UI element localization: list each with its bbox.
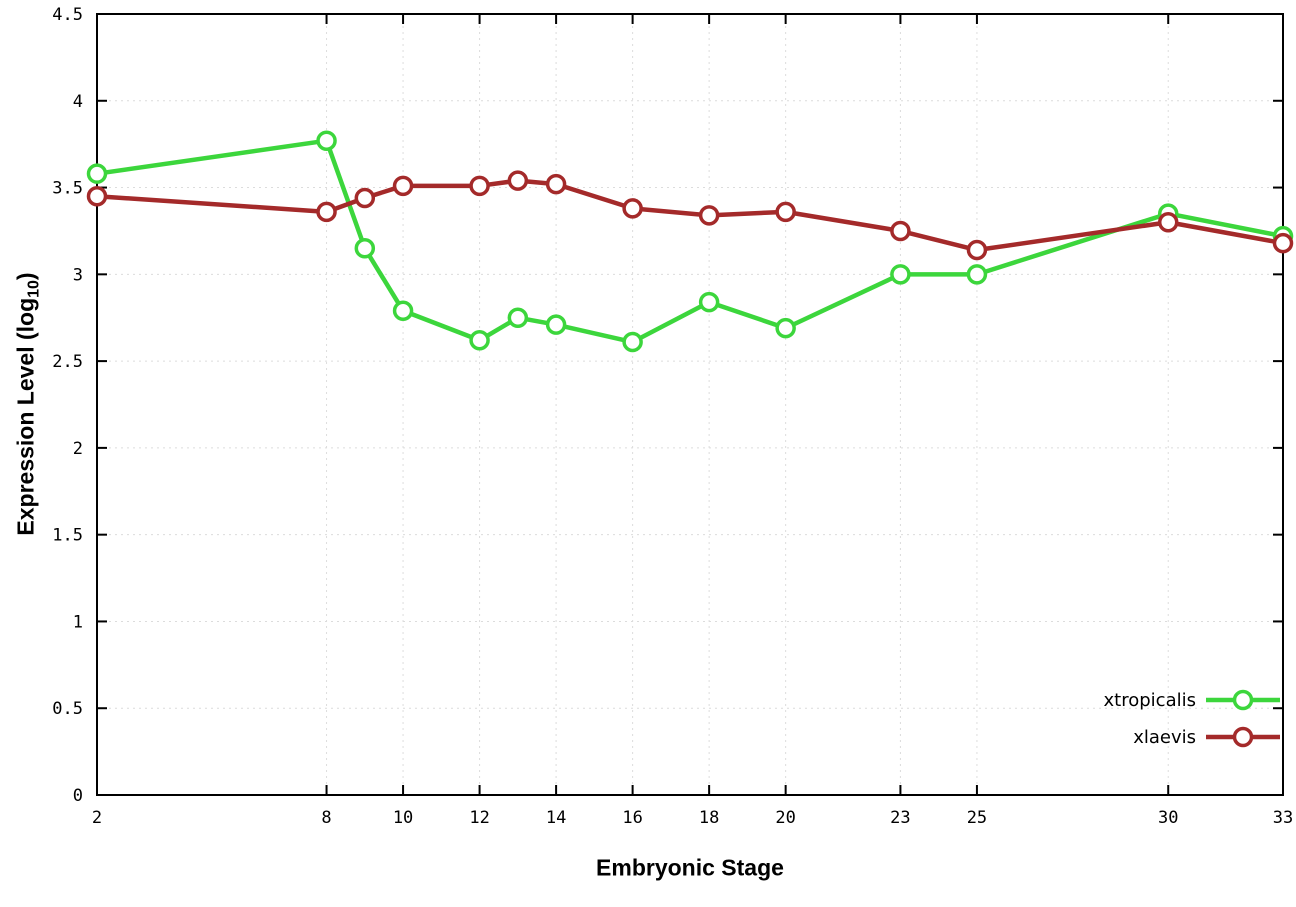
y-tick-label: 4.5 <box>52 5 83 25</box>
y-axis-label-prefix: Expression Level (log <box>12 297 39 536</box>
x-tick-label: 16 <box>622 808 642 828</box>
x-tick-label: 20 <box>775 808 795 828</box>
data-point-xlaevis <box>775 201 796 223</box>
y-tick-label: 2.5 <box>52 352 83 372</box>
y-tick-label: 1 <box>73 612 83 632</box>
series-line-xlaevis <box>94 178 1286 253</box>
x-tick-label: 2 <box>92 808 102 828</box>
legend-sample-marker-xtropicalis <box>1232 689 1254 711</box>
x-tick-label: 18 <box>699 808 719 828</box>
legend-label-xtropicalis: xtropicalis <box>1104 690 1196 711</box>
data-point-xtropicalis <box>316 130 337 151</box>
data-point-xlaevis <box>966 239 988 261</box>
y-axis-label-subscript: 10 <box>25 280 43 298</box>
y-axis-label-suffix: ) <box>12 272 39 281</box>
legend-sample-marker-xlaevis <box>1232 726 1254 748</box>
data-point-xlaevis <box>469 175 490 197</box>
data-point-xlaevis <box>545 173 567 195</box>
data-point-xlaevis <box>1272 232 1294 254</box>
data-point-xtropicalis <box>622 331 643 353</box>
x-tick-label: 14 <box>546 808 566 828</box>
data-point-xlaevis <box>86 185 108 207</box>
x-tick-label: 25 <box>967 808 987 828</box>
data-point-xlaevis <box>890 220 911 242</box>
y-axis-label: Expression Level (log10) <box>13 272 44 535</box>
data-point-xtropicalis <box>86 163 108 184</box>
data-point-xlaevis <box>392 175 414 197</box>
y-tick-label: 0.5 <box>52 699 83 719</box>
legend-label-xlaevis: xlaevis <box>1133 727 1196 748</box>
x-axis-label: Embryonic Stage <box>596 854 784 881</box>
data-point-xtropicalis <box>545 314 567 335</box>
series-line-xtropicalis <box>94 138 1286 345</box>
y-tick-label: 1.5 <box>52 526 83 546</box>
x-tick-label: 10 <box>393 808 413 828</box>
x-tick-label: 23 <box>890 808 910 828</box>
data-point-xtropicalis <box>469 330 490 351</box>
y-tick-label: 3.5 <box>52 179 83 199</box>
data-point-xlaevis <box>507 170 529 191</box>
data-point-xtropicalis <box>392 300 414 322</box>
data-point-xtropicalis <box>890 264 911 285</box>
data-point-xtropicalis <box>966 264 988 285</box>
y-tick-label: 3 <box>73 265 83 285</box>
data-point-xlaevis <box>316 201 337 223</box>
data-point-xlaevis <box>1157 212 1179 233</box>
y-tick-label: 2 <box>73 439 83 459</box>
data-point-xtropicalis <box>507 307 529 328</box>
data-point-xtropicalis <box>775 317 796 339</box>
data-point-xtropicalis <box>698 291 720 313</box>
data-point-xlaevis <box>622 198 643 219</box>
y-tick-label: 4 <box>73 92 83 112</box>
x-tick-label: 12 <box>469 808 489 828</box>
plot-border <box>96 13 1284 796</box>
data-point-xlaevis <box>354 187 376 209</box>
y-tick-label: 0 <box>73 786 83 806</box>
x-tick-label: 33 <box>1273 808 1293 828</box>
data-point-xtropicalis <box>354 238 376 259</box>
data-point-xlaevis <box>698 205 720 226</box>
x-tick-label: 8 <box>321 808 331 828</box>
x-tick-label: 30 <box>1158 808 1178 828</box>
